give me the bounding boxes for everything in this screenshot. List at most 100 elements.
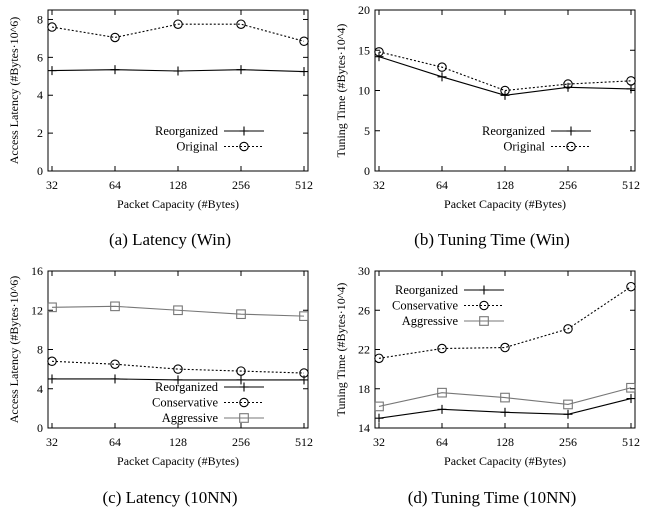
chart-panel-3: 14 18 22 26 30 32 64 128 256 512 Packet Capacity (… [334, 264, 640, 507]
x-tick-label: 64 [436, 178, 448, 192]
legend-label: Reorganized [395, 283, 459, 297]
series-conservative [47, 356, 309, 378]
data-point [299, 311, 309, 321]
series-reorganized [47, 65, 309, 77]
legend: Reorganized Original [155, 124, 264, 154]
legend-label: Reorganized [155, 124, 219, 138]
data-point [173, 305, 183, 316]
figure-caption: (b) Tuning Time (Win) [414, 230, 570, 249]
series-original [47, 19, 309, 47]
data-point [110, 359, 120, 369]
legend-marker [239, 141, 249, 152]
series-reorganized [374, 394, 636, 423]
y-tick-label: 10 [358, 84, 370, 98]
data-point [173, 364, 183, 374]
x-tick-label: 256 [559, 178, 577, 192]
chart-panel-0: 0 2 4 6 8 32 64 128 256 512 Packet Capacity (#Byte… [7, 9, 313, 249]
y-tick-label: 0 [37, 164, 43, 178]
x-tick-label: 64 [109, 435, 121, 449]
x-tick-label: 128 [169, 435, 187, 449]
x-axis-label: Packet Capacity (#Bytes) [117, 454, 239, 468]
legend-label: Conservative [152, 396, 218, 410]
data-point [374, 401, 384, 412]
x-tick-label: 512 [622, 178, 640, 192]
y-axis-label: Tuning Time (#Bytes·10^4) [334, 24, 348, 158]
y-tick-label: 15 [358, 43, 370, 57]
x-axis-label: Packet Capacity (#Bytes) [444, 197, 566, 211]
y-axis-label: Access Latency (#Bytes·10^6) [7, 17, 21, 165]
data-point [626, 382, 636, 393]
y-tick-label: 22 [358, 343, 370, 357]
series-aggressive [47, 301, 309, 321]
x-tick-label: 32 [373, 178, 385, 192]
data-point [110, 301, 120, 312]
data-point [500, 85, 510, 96]
data-point [47, 22, 57, 32]
figure-caption: (c) Latency (10NN) [103, 488, 238, 507]
y-tick-label: 4 [37, 88, 43, 102]
y-tick-label: 16 [31, 264, 43, 278]
data-point [374, 353, 384, 364]
series-line [378, 56, 632, 96]
legend-marker [566, 141, 576, 152]
legend-label: Aggressive [162, 411, 219, 425]
legend-marker [479, 300, 489, 311]
x-tick-label: 512 [622, 435, 640, 449]
series-line [378, 387, 632, 407]
y-tick-label: 8 [37, 343, 43, 357]
y-tick-label: 12 [31, 303, 43, 317]
legend-marker [479, 316, 489, 326]
x-tick-label: 32 [46, 178, 58, 192]
data-point [563, 324, 573, 334]
data-point [500, 342, 510, 353]
x-tick-label: 512 [295, 435, 313, 449]
legend-label: Original [503, 140, 545, 154]
legend-label: Conservative [392, 299, 458, 313]
y-tick-label: 26 [358, 303, 370, 317]
x-tick-label: 32 [373, 435, 385, 449]
series-conservative [374, 281, 636, 364]
y-tick-label: 6 [37, 50, 43, 64]
y-tick-label: 4 [37, 382, 43, 396]
y-tick-label: 14 [358, 421, 370, 435]
figure-caption: (a) Latency (Win) [109, 230, 231, 249]
y-tick-label: 8 [37, 12, 43, 26]
data-point [299, 368, 309, 378]
x-tick-label: 32 [46, 435, 58, 449]
chart-panel-1: 0 5 10 15 20 32 64 128 256 512 Packet Capacity (#B… [334, 3, 640, 249]
data-point [437, 343, 447, 354]
x-axis-label: Packet Capacity (#Bytes) [117, 197, 239, 211]
legend-marker [239, 397, 249, 408]
data-point [563, 79, 573, 89]
legend-label: Aggressive [402, 314, 459, 328]
data-point [47, 356, 57, 367]
data-point [236, 309, 246, 320]
legend: Reorganized Original [482, 124, 591, 154]
data-point [236, 19, 246, 29]
y-tick-label: 20 [358, 3, 370, 17]
data-point [626, 281, 636, 292]
x-tick-label: 64 [109, 178, 121, 192]
x-tick-label: 128 [496, 178, 514, 192]
series-line [51, 23, 305, 42]
y-tick-label: 0 [37, 421, 43, 435]
x-axis-label: Packet Capacity (#Bytes) [444, 454, 566, 468]
x-tick-label: 128 [496, 435, 514, 449]
data-point [236, 366, 246, 376]
x-tick-label: 64 [436, 435, 448, 449]
x-tick-label: 512 [295, 178, 313, 192]
x-tick-label: 256 [232, 435, 250, 449]
data-point [173, 19, 183, 29]
data-point [563, 399, 573, 410]
y-tick-label: 18 [358, 382, 370, 396]
series-line [51, 305, 305, 317]
y-axis-label: Access Latency (#Bytes·10^6) [7, 276, 21, 424]
data-point [500, 392, 510, 403]
y-tick-label: 0 [364, 164, 370, 178]
y-axis-label: Tuning Time (#Bytes·10^4) [334, 283, 348, 417]
series-reorganized [374, 52, 636, 100]
y-tick-label: 5 [364, 124, 370, 138]
